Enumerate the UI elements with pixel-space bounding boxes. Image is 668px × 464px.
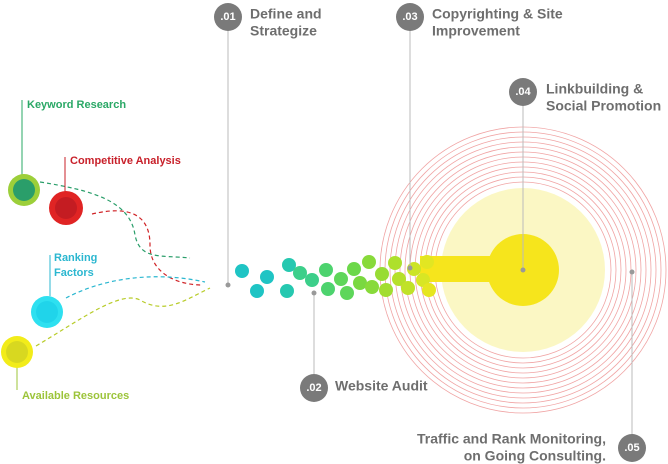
step-dot — [225, 282, 231, 288]
dot — [401, 281, 415, 295]
dots — [235, 255, 436, 300]
flow — [91, 210, 203, 286]
dot — [420, 255, 434, 269]
dot — [375, 267, 389, 281]
flows — [35, 181, 211, 347]
dot — [260, 270, 274, 284]
dot — [347, 262, 361, 276]
step-title: Linkbuilding & — [546, 81, 643, 97]
dot — [305, 273, 319, 287]
step-number: .01 — [220, 11, 235, 23]
step-title: on Going Consulting. — [464, 448, 606, 464]
dot — [392, 272, 406, 286]
step-title: Strategize — [250, 23, 317, 39]
step-dot — [520, 267, 526, 273]
step-title: Social Promotion — [546, 98, 661, 114]
input-label: Ranking — [54, 252, 97, 264]
step-number: .04 — [515, 86, 531, 98]
dot — [293, 266, 307, 280]
dot — [353, 276, 367, 290]
input-label: Factors — [54, 267, 94, 279]
step-badge — [509, 78, 537, 106]
step-number: .02 — [306, 382, 321, 394]
dot — [362, 255, 376, 269]
dot — [235, 264, 249, 278]
dot — [388, 256, 402, 270]
dot — [250, 284, 264, 298]
dot — [280, 284, 294, 298]
step-title: Traffic and Rank Monitoring, — [417, 431, 606, 447]
dot — [319, 263, 333, 277]
flow — [39, 181, 191, 259]
input-label: Keyword Research — [27, 99, 126, 111]
step-badge — [396, 3, 424, 31]
dot — [334, 272, 348, 286]
input-label: Available Resources — [22, 390, 129, 402]
input-node-core — [36, 301, 58, 323]
step-title: Website Audit — [335, 378, 428, 394]
dot — [340, 286, 354, 300]
input-node-core — [55, 197, 77, 219]
step-dot — [407, 265, 413, 271]
step-badge — [214, 3, 242, 31]
dot — [365, 280, 379, 294]
step-dot — [629, 269, 635, 275]
step-title: Copyrighting & Site — [432, 6, 563, 22]
dot — [379, 283, 393, 297]
step-badge — [300, 374, 328, 402]
dot — [321, 282, 335, 296]
step-badge — [618, 434, 646, 462]
step-dot — [311, 290, 317, 296]
step-title: Improvement — [432, 23, 520, 39]
step-number: .05 — [624, 442, 639, 454]
flow — [65, 276, 206, 299]
input-label: Competitive Analysis — [70, 155, 181, 167]
step-number: .03 — [402, 11, 417, 23]
dot — [422, 283, 436, 297]
step-title: Define and — [250, 6, 322, 22]
dot — [282, 258, 296, 272]
input-node-core — [13, 179, 35, 201]
input-node-core — [6, 341, 28, 363]
